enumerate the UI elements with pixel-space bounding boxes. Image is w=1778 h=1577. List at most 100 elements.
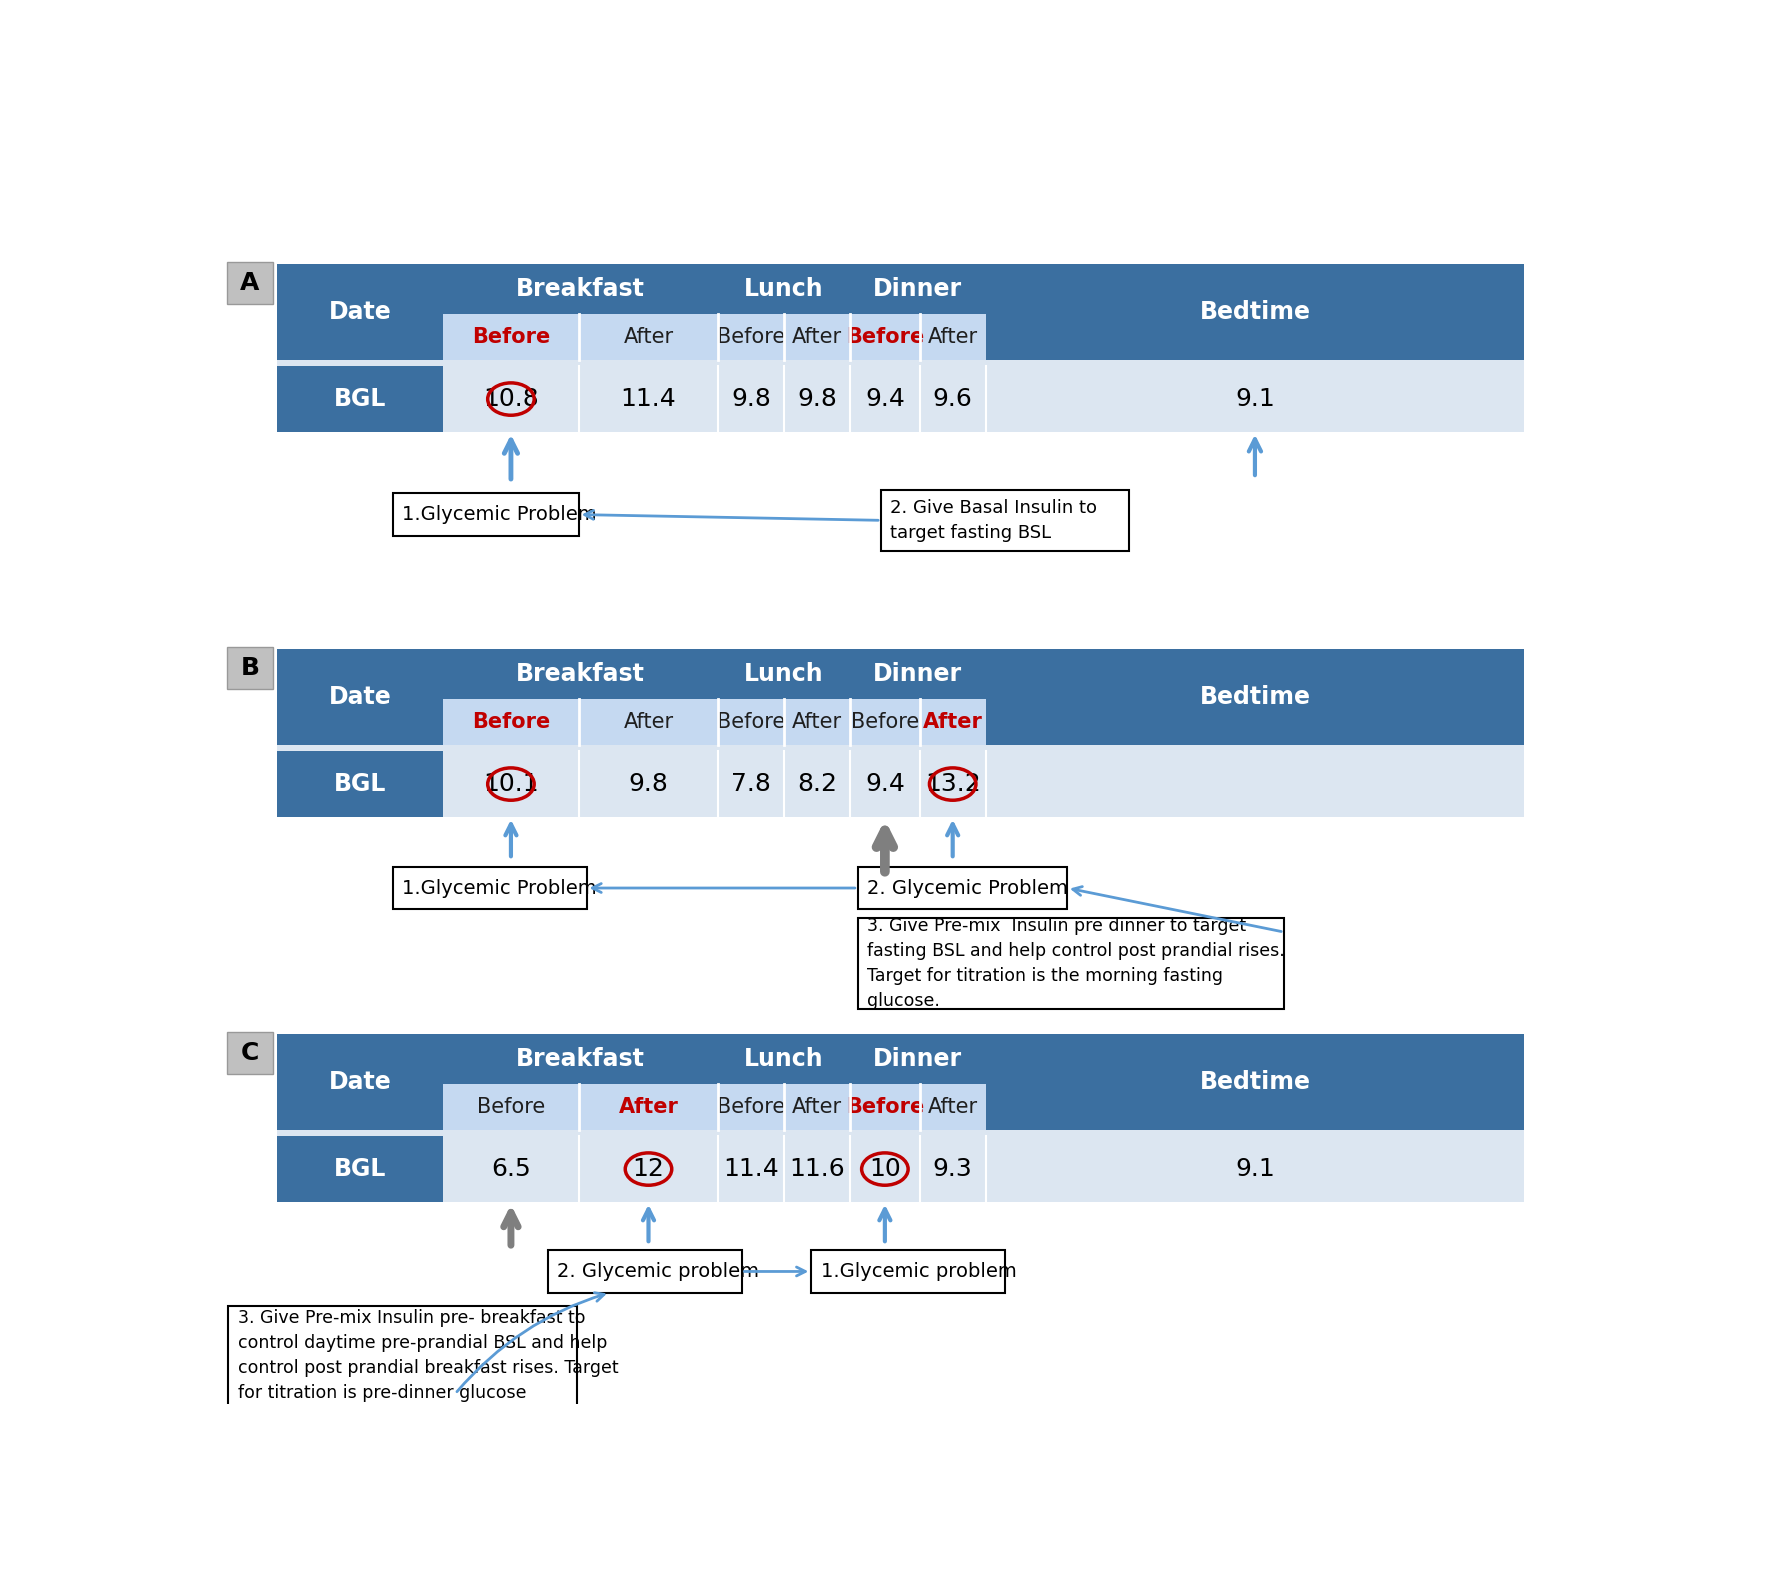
Bar	[985, 263, 1524, 360]
Text: 9.8: 9.8	[797, 386, 837, 412]
Bar	[718, 1035, 850, 1083]
Bar	[850, 1083, 919, 1131]
Bar	[919, 1083, 985, 1131]
Text: B: B	[240, 656, 260, 680]
Text: Before: Before	[471, 713, 549, 732]
Text: C: C	[240, 1041, 260, 1064]
Bar	[919, 314, 985, 360]
Bar	[718, 263, 850, 314]
Bar	[277, 1035, 443, 1131]
Bar	[919, 699, 985, 746]
Text: Dinner: Dinner	[873, 662, 962, 686]
Text: After: After	[624, 713, 674, 732]
Text: Bedtime: Bedtime	[1200, 684, 1310, 710]
Bar	[784, 699, 850, 746]
Text: Before: Before	[717, 713, 786, 732]
Bar	[811, 1251, 1005, 1293]
Text: 6.5: 6.5	[491, 1158, 532, 1181]
Text: 7.8: 7.8	[731, 773, 772, 796]
Text: After: After	[923, 713, 983, 732]
Text: 9.1: 9.1	[1236, 386, 1275, 412]
Bar	[277, 648, 443, 746]
Text: 11.4: 11.4	[621, 386, 676, 412]
Text: 9.8: 9.8	[629, 773, 669, 796]
Text: After: After	[928, 1098, 978, 1117]
Bar	[718, 648, 850, 699]
Bar	[718, 699, 784, 746]
Bar	[443, 1083, 580, 1131]
Bar	[718, 1083, 784, 1131]
Text: 3. Give Pre-mix Insulin pre- breakfast to
control daytime pre-prandial BSL and h: 3. Give Pre-mix Insulin pre- breakfast t…	[238, 1309, 619, 1402]
Text: Before: Before	[717, 326, 786, 347]
FancyBboxPatch shape	[228, 1033, 272, 1074]
Bar	[850, 699, 919, 746]
Text: BGL: BGL	[334, 386, 386, 412]
Text: 9.6: 9.6	[933, 386, 973, 412]
Text: 13.2: 13.2	[925, 773, 980, 796]
Bar	[850, 263, 985, 314]
Bar	[580, 1083, 718, 1131]
FancyBboxPatch shape	[228, 648, 272, 689]
Text: 9.8: 9.8	[731, 386, 772, 412]
Text: Date: Date	[329, 684, 391, 710]
Text: After: After	[928, 326, 978, 347]
Text: 11.6: 11.6	[789, 1158, 845, 1181]
Text: Lunch: Lunch	[745, 662, 823, 686]
Bar	[857, 918, 1284, 1009]
Bar	[443, 1137, 1524, 1202]
Bar	[393, 867, 587, 910]
Text: 2. Glycemic Problem: 2. Glycemic Problem	[868, 878, 1069, 897]
Bar	[228, 1306, 578, 1405]
Text: 9.4: 9.4	[864, 386, 905, 412]
Bar	[277, 366, 443, 432]
Text: After: After	[619, 1098, 679, 1117]
Text: 11.4: 11.4	[724, 1158, 779, 1181]
Text: After: After	[791, 1098, 843, 1117]
Text: 9.1: 9.1	[1236, 1158, 1275, 1181]
Text: 1.Glycemic Problem: 1.Glycemic Problem	[402, 505, 597, 524]
Bar	[784, 1083, 850, 1131]
Bar	[548, 1251, 741, 1293]
Text: 9.3: 9.3	[933, 1158, 973, 1181]
Text: Before: Before	[850, 713, 919, 732]
Text: 2. Give Basal Insulin to
target fasting BSL: 2. Give Basal Insulin to target fasting …	[891, 498, 1097, 542]
Text: Before: Before	[717, 1098, 786, 1117]
Bar	[443, 366, 1524, 432]
Bar	[277, 751, 443, 817]
Text: 8.2: 8.2	[797, 773, 837, 796]
Text: Lunch: Lunch	[745, 278, 823, 301]
Text: Date: Date	[329, 1071, 391, 1094]
Text: 1.Glycemic Problem: 1.Glycemic Problem	[402, 878, 597, 897]
Bar	[277, 1131, 1524, 1137]
Text: After: After	[624, 326, 674, 347]
Bar	[850, 1035, 985, 1083]
Bar	[443, 699, 580, 746]
Bar	[850, 648, 985, 699]
Bar	[277, 746, 1524, 751]
Text: 9.4: 9.4	[864, 773, 905, 796]
Text: Bedtime: Bedtime	[1200, 300, 1310, 323]
Bar	[443, 314, 580, 360]
Text: 1.Glycemic problem: 1.Glycemic problem	[821, 1262, 1017, 1281]
Text: Dinner: Dinner	[873, 1047, 962, 1071]
Bar	[985, 648, 1524, 746]
Text: 2. Glycemic problem: 2. Glycemic problem	[557, 1262, 759, 1281]
Bar	[443, 1035, 718, 1083]
Text: Before: Before	[471, 326, 549, 347]
Text: Breakfast: Breakfast	[516, 1047, 645, 1071]
Bar	[784, 314, 850, 360]
Text: Dinner: Dinner	[873, 278, 962, 301]
Text: BGL: BGL	[334, 773, 386, 796]
Bar	[580, 314, 718, 360]
Bar	[443, 263, 718, 314]
Bar	[277, 1137, 443, 1202]
Bar	[850, 314, 919, 360]
Text: BGL: BGL	[334, 1158, 386, 1181]
Bar	[443, 648, 718, 699]
Text: 12: 12	[633, 1158, 665, 1181]
Bar	[580, 699, 718, 746]
Text: Before: Before	[846, 326, 925, 347]
Text: 3. Give Pre-mix  Insulin pre dinner to target
fasting BSL and help control post : 3. Give Pre-mix Insulin pre dinner to ta…	[868, 918, 1285, 1011]
Bar	[882, 489, 1129, 550]
Text: Before: Before	[846, 1098, 925, 1117]
